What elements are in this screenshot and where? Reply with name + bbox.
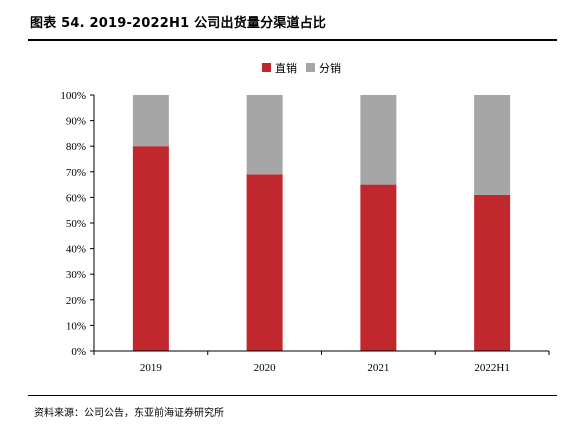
x-tick-label: 2021 bbox=[367, 362, 389, 374]
y-tick-label: 60% bbox=[66, 192, 86, 204]
y-tick-label: 50% bbox=[66, 218, 86, 230]
y-tick-label: 30% bbox=[66, 269, 86, 281]
legend-label-direct: 直销 bbox=[275, 61, 297, 75]
y-tick-label: 0% bbox=[71, 346, 86, 358]
bar-distribution-2020 bbox=[246, 95, 283, 175]
legend: 直销 分销 bbox=[262, 61, 341, 75]
bar-distribution-2021 bbox=[360, 95, 397, 185]
bar-direct-2022H1 bbox=[474, 194, 511, 351]
x-tick-label: 2020 bbox=[254, 362, 277, 374]
title-rule bbox=[28, 39, 557, 41]
y-tick-label: 80% bbox=[66, 141, 86, 153]
bar-direct-2020 bbox=[246, 174, 283, 351]
y-tick-label: 20% bbox=[66, 295, 86, 307]
bar-direct-2019 bbox=[132, 146, 169, 351]
source-rule bbox=[28, 395, 557, 396]
y-tick-label: 90% bbox=[66, 116, 86, 128]
bar-direct-2021 bbox=[360, 184, 397, 351]
y-tick-label: 100% bbox=[60, 90, 86, 102]
y-tick-label: 70% bbox=[66, 167, 86, 179]
x-tick-label: 2019 bbox=[140, 362, 163, 374]
bar-distribution-2022H1 bbox=[474, 95, 511, 195]
legend-swatch-direct bbox=[262, 63, 271, 72]
legend-label-distribution: 分销 bbox=[319, 61, 341, 75]
y-tick-label: 10% bbox=[66, 320, 86, 332]
source-note: 资料来源：公司公告，东亚前海证券研究所 bbox=[34, 408, 224, 419]
bar-distribution-2019 bbox=[132, 95, 169, 147]
figure-title: 图表 54. 2019-2022H1 公司出货量分渠道占比 bbox=[30, 16, 327, 31]
bars bbox=[132, 95, 511, 351]
x-axis: 2019 2020 2021 2022H1 bbox=[93, 350, 550, 374]
x-tick-label: 2022H1 bbox=[474, 362, 509, 374]
y-axis: 0% 10% 20% 30% 40% 50% 60% 70% 80% 90% 100% bbox=[60, 90, 95, 358]
y-tick-label: 40% bbox=[66, 244, 86, 256]
legend-swatch-distribution bbox=[306, 63, 315, 72]
